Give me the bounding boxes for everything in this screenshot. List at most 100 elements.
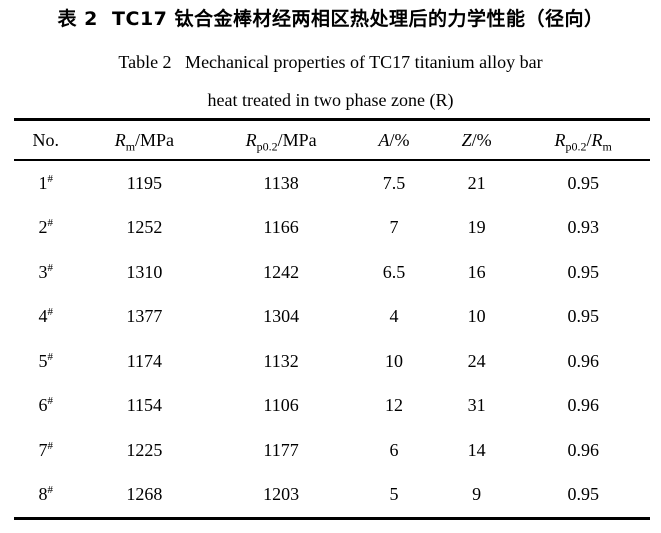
- sample-number-mark: #: [47, 217, 54, 230]
- cell-sample-no: 8#: [14, 473, 78, 519]
- cell-a: 6.5: [382, 261, 406, 282]
- cell-a: 5: [389, 484, 399, 505]
- sample-number: 3: [38, 261, 48, 282]
- cell-rm: 1174: [126, 350, 163, 371]
- rm-unit: /MPa: [135, 129, 175, 150]
- cell-z: 9: [472, 484, 482, 505]
- rp02-subscript: p0.2: [256, 139, 278, 154]
- sample-number: 6: [38, 395, 48, 416]
- sample-number-mark: #: [47, 261, 54, 274]
- table-caption-en-line2: heat treated in two phase zone (R): [207, 90, 454, 110]
- table-row: 1# 1195 1138 7.5 21 0.95: [14, 160, 650, 206]
- cell-a: 10: [384, 350, 403, 371]
- cell-z: 14: [467, 439, 486, 460]
- cell-ratio: 0.95: [567, 261, 599, 282]
- table-row: 3# 1310 1242 6.5 16 0.95: [14, 250, 650, 295]
- sample-number: 8: [38, 484, 48, 505]
- table-row: 6# 1154 1106 12 31 0.96: [14, 384, 650, 429]
- sample-number: 2: [38, 217, 48, 238]
- cell-ratio: 0.96: [567, 439, 599, 460]
- rm-symbol: R: [114, 129, 126, 150]
- cell-sample-no: 1#: [14, 160, 78, 206]
- table-body: 1# 1195 1138 7.5 21 0.95 2# 1252 1166 7 19 0.93 3# 13…: [14, 160, 650, 519]
- sample-number-mark: #: [47, 172, 54, 185]
- cell-z: 19: [467, 217, 486, 238]
- sample-number: 1: [38, 172, 48, 193]
- sample-number: 7: [38, 439, 48, 460]
- cell-a: 7.5: [382, 172, 406, 193]
- ratio-symbol-1: R: [554, 129, 566, 150]
- cell-a: 4: [389, 306, 399, 327]
- cell-rp02: 1203: [263, 484, 300, 505]
- cell-sample-no: 7#: [14, 428, 78, 473]
- header-row: No. Rm/MPa Rp0.2/MPa A/% Z/% Rp0.2/Rm: [14, 119, 650, 161]
- cell-a: 12: [384, 395, 403, 416]
- table-caption-en-line1: Table 2 Mechanical properties of TC17 ti…: [118, 52, 543, 72]
- ratio-symbol-2: R: [591, 129, 603, 150]
- col-header-no: No.: [14, 119, 78, 161]
- cell-rm: 1268: [126, 484, 163, 505]
- cell-z: 10: [467, 306, 486, 327]
- col-header-no-label: No.: [32, 129, 60, 150]
- table-row: 8# 1268 1203 5 9 0.95: [14, 473, 650, 519]
- rm-subscript: m: [125, 139, 136, 154]
- cell-rm: 1154: [126, 395, 163, 416]
- z-unit: /%: [471, 129, 492, 150]
- a-symbol: A: [378, 129, 390, 150]
- rp02-symbol: R: [245, 129, 257, 150]
- col-header-z: Z/%: [436, 119, 517, 161]
- cell-ratio: 0.95: [567, 172, 599, 193]
- sample-number-mark: #: [47, 395, 54, 408]
- cell-rp02: 1177: [263, 439, 299, 460]
- cell-rp02: 1132: [263, 350, 299, 371]
- cell-rp02: 1138: [263, 172, 299, 193]
- cell-rm: 1225: [126, 439, 163, 460]
- sample-number-mark: #: [47, 484, 54, 497]
- sample-number-mark: #: [47, 439, 54, 452]
- table-row: 2# 1252 1166 7 19 0.93: [14, 206, 650, 251]
- cell-z: 31: [467, 395, 486, 416]
- cell-rm: 1252: [126, 217, 163, 238]
- cell-sample-no: 3#: [14, 250, 78, 295]
- cell-ratio: 0.93: [567, 217, 599, 238]
- a-unit: /%: [389, 129, 410, 150]
- cell-z: 21: [467, 172, 486, 193]
- ratio-separator: /: [586, 129, 592, 150]
- mechanical-properties-table: No. Rm/MPa Rp0.2/MPa A/% Z/% Rp0.2/Rm: [14, 118, 650, 520]
- cell-sample-no: 2#: [14, 206, 78, 251]
- cell-ratio: 0.96: [567, 395, 599, 416]
- col-header-rp02: Rp0.2/MPa: [211, 119, 352, 161]
- ratio-subscript-1: p0.2: [565, 139, 587, 154]
- cell-ratio: 0.96: [567, 350, 599, 371]
- cell-rm: 1377: [126, 306, 163, 327]
- cell-rp02: 1166: [263, 217, 299, 238]
- sample-number-mark: #: [47, 306, 54, 319]
- cell-a: 7: [389, 217, 399, 238]
- table-caption-zh: 表 2 TC17 钛合金棒材经两相区热处理后的力学性能（径向）: [57, 8, 604, 30]
- col-header-a: A/%: [351, 119, 437, 161]
- cell-rp02: 1304: [263, 306, 300, 327]
- sample-number: 4: [38, 306, 48, 327]
- sample-number: 5: [38, 350, 48, 371]
- ratio-subscript-2: m: [602, 139, 612, 154]
- cell-sample-no: 6#: [14, 384, 78, 429]
- col-header-ratio: Rp0.2/Rm: [516, 119, 650, 161]
- sample-number-mark: #: [47, 350, 54, 363]
- z-symbol: Z: [461, 129, 472, 150]
- cell-rp02: 1242: [263, 261, 300, 282]
- cell-ratio: 0.95: [567, 484, 599, 505]
- cell-z: 16: [467, 261, 486, 282]
- table-row: 7# 1225 1177 6 14 0.96: [14, 428, 650, 473]
- cell-sample-no: 4#: [14, 295, 78, 340]
- table-row: 5# 1174 1132 10 24 0.96: [14, 339, 650, 384]
- table-row: 4# 1377 1304 4 10 0.95: [14, 295, 650, 340]
- cell-rp02: 1106: [263, 395, 299, 416]
- rp02-unit: /MPa: [277, 129, 317, 150]
- cell-rm: 1310: [126, 261, 163, 282]
- cell-a: 6: [389, 439, 399, 460]
- cell-sample-no: 5#: [14, 339, 78, 384]
- cell-rm: 1195: [126, 172, 163, 193]
- cell-ratio: 0.95: [567, 306, 599, 327]
- cell-z: 24: [467, 350, 486, 371]
